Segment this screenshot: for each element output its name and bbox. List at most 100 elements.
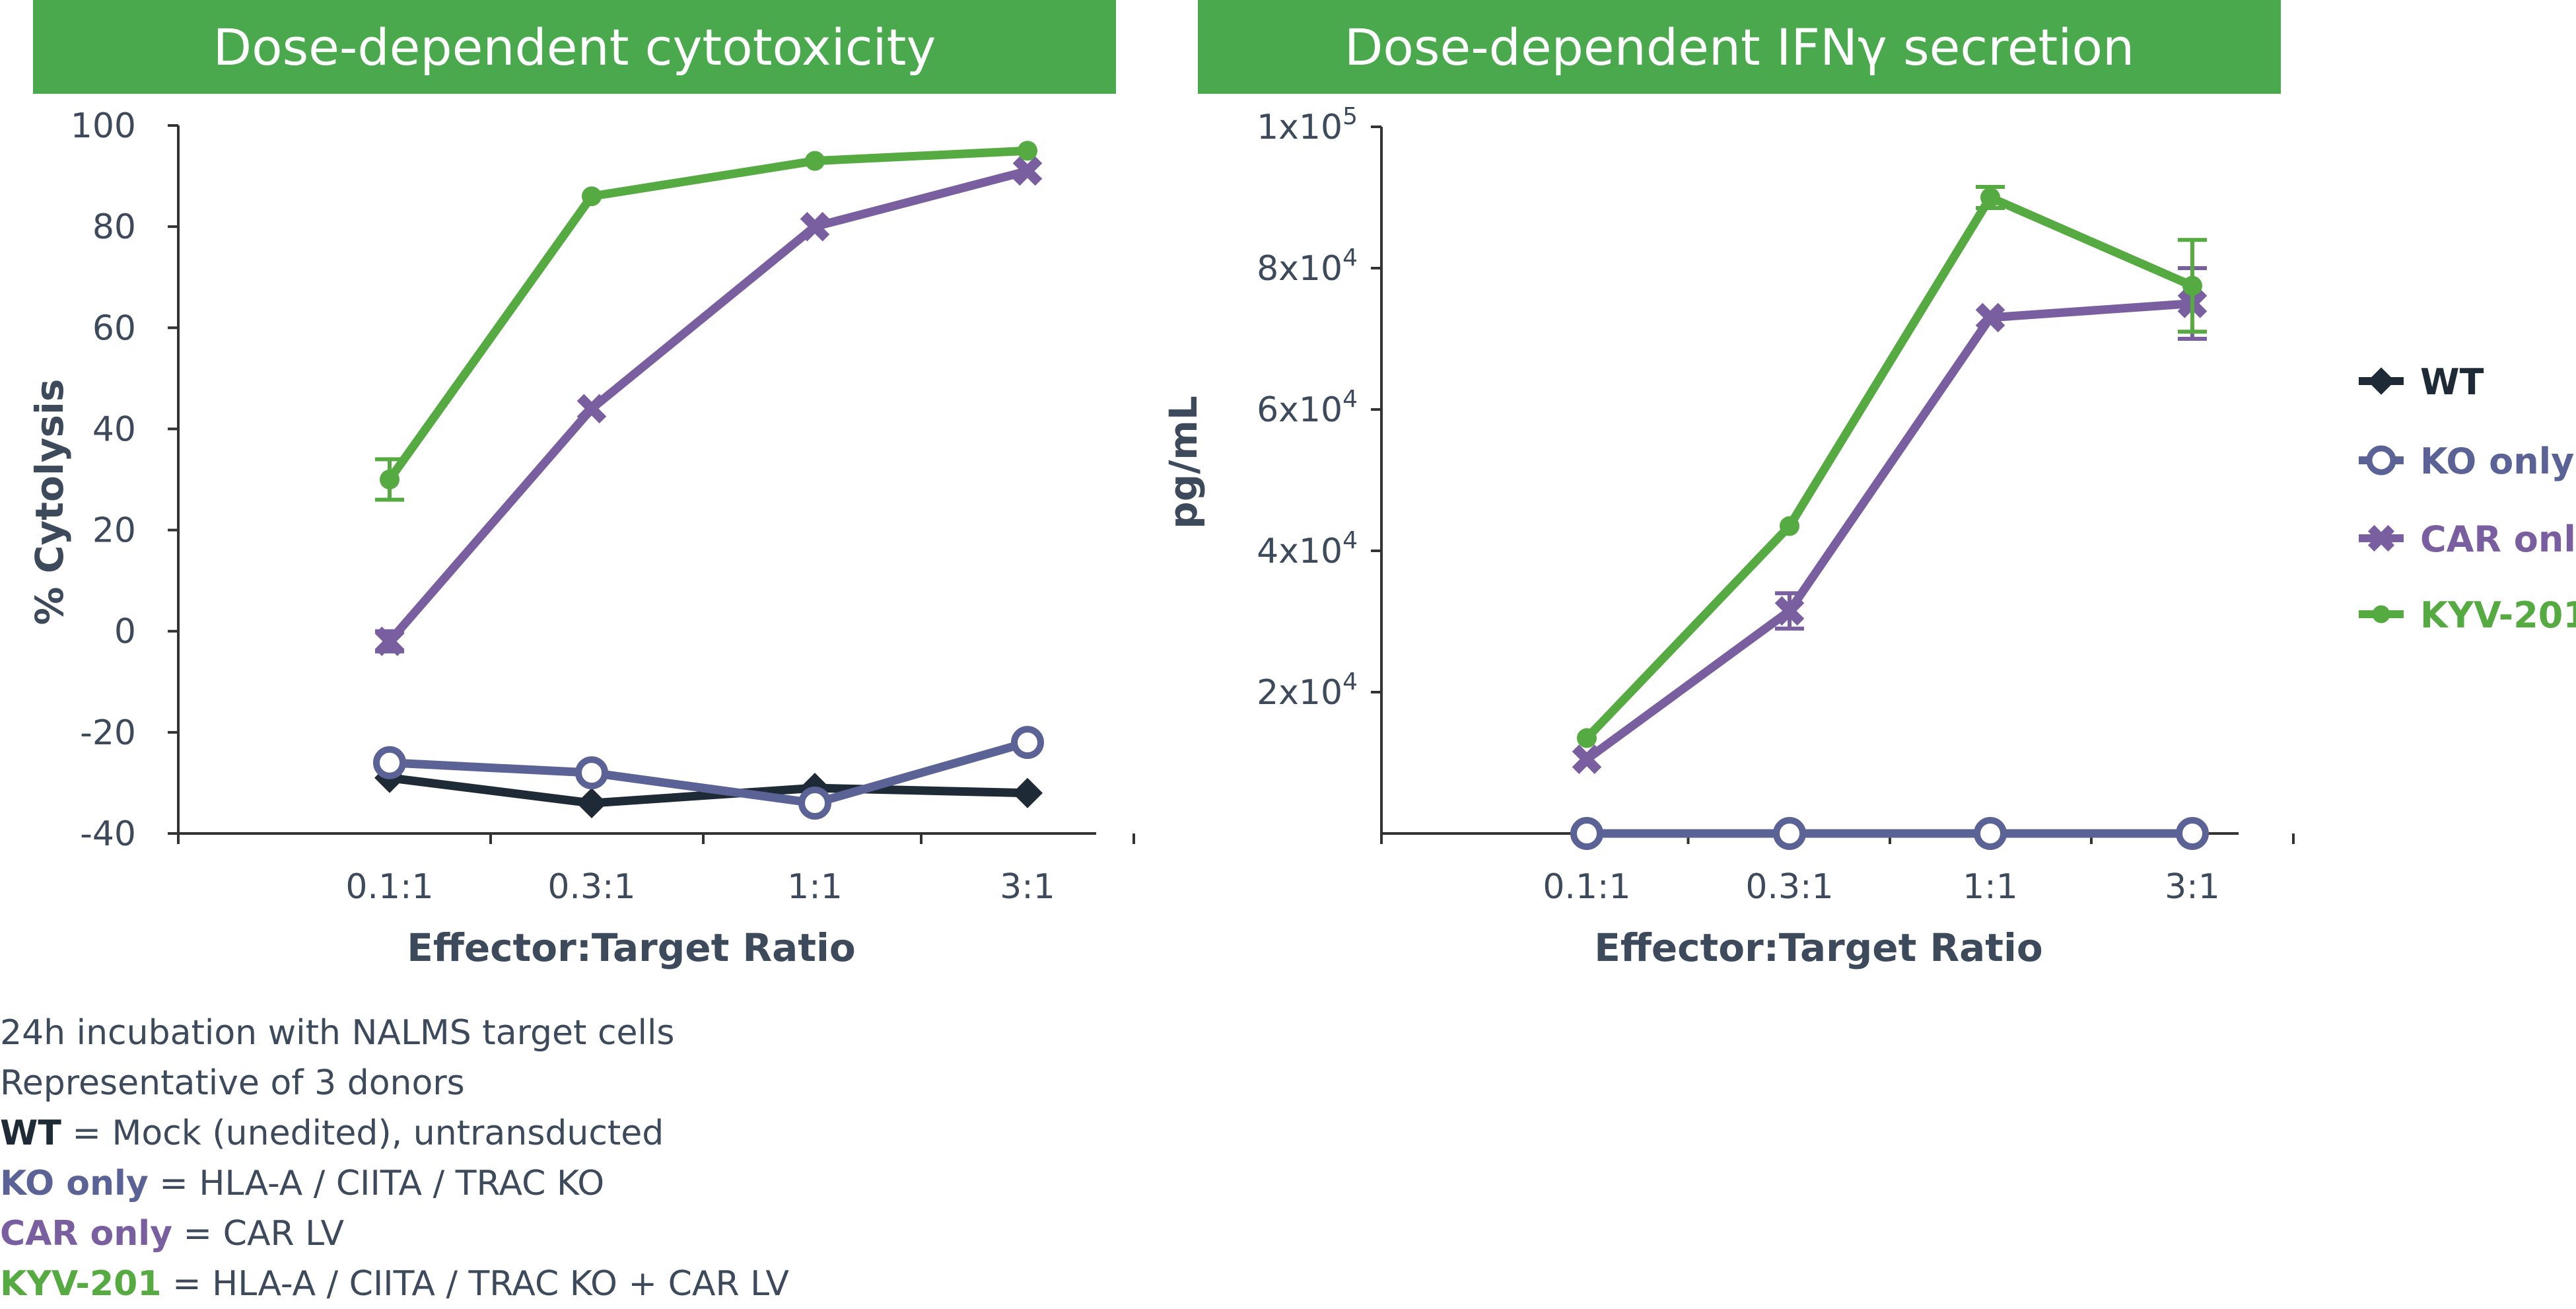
note-car: CAR only = CAR LV bbox=[0, 1209, 789, 1259]
note-car-desc: = CAR LV bbox=[172, 1214, 345, 1254]
data-point-ko-only bbox=[798, 787, 831, 820]
legend-marker-ko-only bbox=[2366, 445, 2396, 476]
y-axis-title: pg/mL bbox=[1161, 396, 1206, 529]
y-tick-base: 4x10 bbox=[1257, 532, 1342, 571]
legend-item-ko-only: KO only bbox=[2359, 441, 2574, 482]
x-tick-label: 3:1 bbox=[1000, 867, 1055, 907]
y-tick-label: 100 bbox=[71, 106, 136, 146]
series-line-car-only bbox=[386, 166, 1029, 645]
legend-label: CAR only bbox=[2420, 518, 2576, 560]
legend-item-kyv-201: KYV-201 bbox=[2359, 594, 2576, 636]
y-tick-base: 1x10 bbox=[1257, 108, 1342, 147]
y-tick-label: 1x105 bbox=[1257, 103, 1358, 147]
data-point-ko-only bbox=[1773, 817, 1806, 850]
y-tick-label: 80 bbox=[92, 207, 136, 247]
y-tick-base: 6x10 bbox=[1257, 390, 1342, 430]
series-ko-only bbox=[373, 726, 1044, 820]
data-point-car-only bbox=[800, 211, 830, 242]
y-tick-exponent: 4 bbox=[1342, 527, 1358, 554]
data-point-ko-only bbox=[1974, 817, 2007, 850]
note-wt: WT = Mock (unedited), untransducted bbox=[0, 1108, 789, 1158]
chart-cytotoxicity: -40 -20 0 20 40 60 80 100 0.1:1 0.3:1 1:1 3:1 Effect… bbox=[27, 106, 1135, 970]
data-point-car-only bbox=[1572, 744, 1602, 774]
data-point-kyv-201 bbox=[1018, 141, 1037, 161]
data-point-ko-only bbox=[1570, 817, 1603, 850]
data-point-wt bbox=[1012, 777, 1043, 808]
legend-label: KYV-201 bbox=[2420, 594, 2576, 636]
x-tick-label: 1:1 bbox=[1963, 867, 2018, 907]
note-donors: Representative of 3 donors bbox=[0, 1063, 465, 1103]
y-tick-label: 0 bbox=[114, 612, 136, 652]
figure-notes: 24h incubation with NALMS target cells R… bbox=[0, 1008, 789, 1309]
legend-marker-car-only-stroke-b bbox=[2367, 524, 2395, 552]
legend-label: WT bbox=[2420, 361, 2484, 403]
data-point-car-only bbox=[576, 394, 607, 424]
x-tick-label: 0.3:1 bbox=[547, 867, 635, 907]
y-axis-title: % Cytolysis bbox=[27, 379, 72, 625]
data-point-kyv-201 bbox=[380, 470, 400, 489]
y-tick-base: 8x10 bbox=[1257, 249, 1342, 289]
data-point-wt bbox=[576, 788, 607, 819]
data-point-car-only-stroke-b bbox=[1572, 744, 1602, 774]
series-kyv-201 bbox=[375, 141, 1037, 502]
x-tick-label: 1:1 bbox=[787, 867, 843, 907]
x-tick-label: 0.1:1 bbox=[1543, 867, 1630, 907]
y-tick-label: 40 bbox=[92, 409, 136, 449]
note-kyv-term: KYV-201 bbox=[0, 1264, 162, 1304]
note-kyv: KYV-201 = HLA-A / CIITA / TRAC KO + CAR … bbox=[0, 1259, 789, 1309]
y-tick-label: 20 bbox=[92, 511, 136, 551]
data-point-kyv-201 bbox=[2182, 275, 2202, 296]
note-ko-desc: = HLA-A / CIITA / TRAC KO bbox=[148, 1164, 605, 1203]
note-car-term: CAR only bbox=[0, 1214, 173, 1254]
note-wt-term: WT bbox=[0, 1114, 61, 1153]
data-point-kyv-201 bbox=[582, 186, 602, 207]
series-line-car-only bbox=[1584, 299, 2193, 763]
y-tick-exponent: 4 bbox=[1342, 668, 1358, 695]
data-point-car-only bbox=[1975, 302, 2005, 333]
series-ko-only bbox=[1570, 817, 2209, 850]
series-kyv-201 bbox=[1577, 184, 2207, 748]
y-tick-label: 6x104 bbox=[1257, 386, 1358, 430]
y-tick-label: -20 bbox=[80, 713, 136, 753]
y-tick-label: 2x104 bbox=[1257, 668, 1358, 713]
data-point-car-only-stroke-b bbox=[1012, 156, 1043, 186]
data-point-car-only-stroke-b bbox=[1975, 302, 2005, 333]
chart-title-cytotoxicity: Dose-dependent cytotoxicity bbox=[33, 0, 1116, 94]
note-wt-desc: = Mock (unedited), untransducted bbox=[61, 1114, 664, 1153]
note-ko-term: KO only bbox=[0, 1164, 149, 1203]
series-line-ko-only bbox=[389, 738, 1029, 808]
data-point-car-only bbox=[1012, 156, 1043, 186]
note-incubation: 24h incubation with NALMS target cells bbox=[0, 1013, 675, 1053]
data-point-kyv-201 bbox=[1780, 516, 1799, 536]
x-tick-label: 0.1:1 bbox=[345, 867, 433, 907]
data-point-ko-only bbox=[1011, 726, 1044, 760]
data-point-kyv-201 bbox=[1980, 188, 2000, 207]
legend-marker-car-only bbox=[2367, 524, 2395, 552]
x-tick-label: 3:1 bbox=[2165, 867, 2220, 907]
data-point-car-only-stroke-b bbox=[800, 211, 830, 242]
note-ko: KO only = HLA-A / CIITA / TRAC KO bbox=[0, 1158, 789, 1209]
y-tick-exponent: 4 bbox=[1342, 386, 1358, 413]
chart-title-ifng: Dose-dependent IFNγ secretion bbox=[1198, 0, 2281, 94]
data-point-car-only-stroke-b bbox=[374, 626, 405, 656]
series-line-kyv-201 bbox=[386, 146, 1028, 482]
data-point-car-only-stroke-b bbox=[1774, 596, 1805, 626]
data-point-kyv-201 bbox=[1577, 728, 1597, 748]
y-tick-label: 8x104 bbox=[1257, 244, 1358, 289]
y-tick-label: -40 bbox=[80, 814, 136, 854]
x-axis-title: Effector:Target Ratio bbox=[407, 925, 856, 970]
y-tick-exponent: 5 bbox=[1342, 103, 1358, 130]
legend-marker-wt bbox=[2367, 367, 2395, 395]
data-point-kyv-201 bbox=[805, 151, 825, 171]
series-car-only bbox=[1572, 266, 2208, 774]
y-tick-exponent: 4 bbox=[1342, 244, 1358, 271]
series-line-wt bbox=[389, 773, 1028, 808]
data-point-car-only-stroke-b bbox=[576, 394, 607, 424]
y-tick-base: 2x10 bbox=[1257, 673, 1342, 713]
x-axis-title: Effector:Target Ratio bbox=[1594, 925, 2043, 970]
legend: WT KO only CAR only KYV-201 bbox=[2359, 361, 2576, 636]
legend-item-wt: WT bbox=[2359, 361, 2484, 403]
data-point-car-only bbox=[374, 626, 405, 656]
note-kyv-desc: = HLA-A / CIITA / TRAC KO + CAR LV bbox=[161, 1264, 789, 1304]
